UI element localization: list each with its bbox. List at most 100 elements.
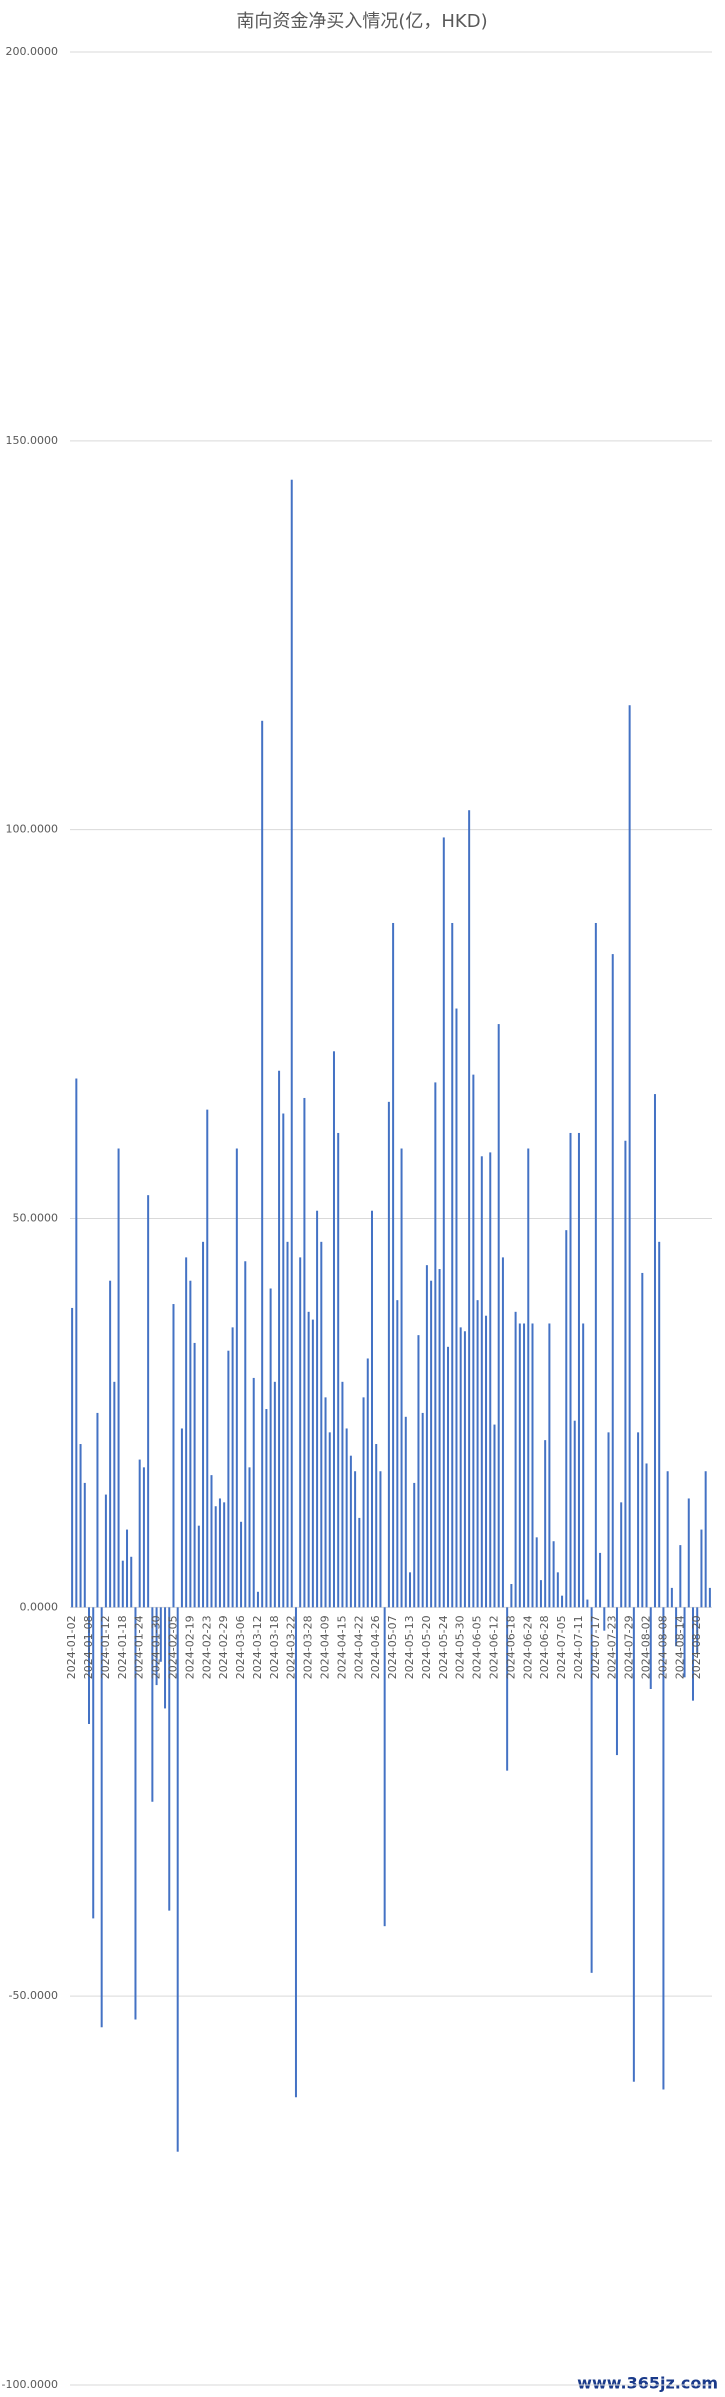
x-tick-label: 2024-01-30 xyxy=(150,1615,163,1679)
bar xyxy=(273,1381,276,1608)
bar xyxy=(573,1420,576,1608)
x-tick-label: 2024-05-24 xyxy=(437,1615,450,1679)
bar xyxy=(518,1323,521,1608)
x-tick-label: 2024-03-06 xyxy=(234,1615,247,1679)
bar xyxy=(666,1471,669,1608)
bar xyxy=(413,1482,416,1608)
bar xyxy=(624,1140,627,1608)
bar xyxy=(75,1078,78,1608)
x-tick-label: 2024-03-12 xyxy=(251,1615,264,1679)
bar xyxy=(151,1607,154,1802)
bar xyxy=(658,1241,661,1608)
bar xyxy=(248,1467,251,1608)
bar xyxy=(290,479,293,1608)
x-tick-label: 2024-04-15 xyxy=(335,1615,348,1679)
bar xyxy=(235,1148,238,1608)
bar xyxy=(442,837,445,1608)
bar xyxy=(227,1350,230,1608)
bar xyxy=(370,1210,373,1608)
bar xyxy=(265,1409,268,1608)
bar xyxy=(396,1300,399,1608)
x-tick-label: 2024-01-02 xyxy=(65,1615,78,1679)
bar xyxy=(282,1113,285,1608)
bar xyxy=(176,1607,179,2152)
bar xyxy=(88,1607,91,1724)
bar xyxy=(687,1498,690,1608)
bar xyxy=(223,1502,226,1608)
bar xyxy=(400,1148,403,1608)
bar xyxy=(582,1323,585,1608)
bar xyxy=(392,922,395,1608)
y-tick-label: 0.0000 xyxy=(20,1600,59,1613)
bar xyxy=(172,1304,175,1608)
bar xyxy=(493,1424,496,1608)
bar xyxy=(632,1607,635,2082)
x-tick-label: 2024-05-13 xyxy=(403,1615,416,1679)
x-tick-label: 2024-03-18 xyxy=(268,1615,281,1679)
bar xyxy=(202,1241,205,1608)
y-tick-label: -100.0000 xyxy=(2,2378,58,2391)
bar xyxy=(256,1591,259,1608)
x-tick-label: 2024-07-17 xyxy=(589,1615,602,1679)
y-tick-label: 150.0000 xyxy=(6,434,59,447)
x-tick-label: 2024-01-12 xyxy=(99,1615,112,1679)
bar xyxy=(244,1261,247,1608)
bar xyxy=(311,1319,314,1608)
bar xyxy=(231,1327,234,1608)
bar xyxy=(104,1494,107,1608)
bar xyxy=(92,1607,95,1919)
bar xyxy=(83,1482,86,1608)
bar xyxy=(539,1580,542,1608)
bar xyxy=(544,1440,547,1608)
bar xyxy=(79,1444,82,1608)
bar xyxy=(628,705,631,1608)
bar xyxy=(109,1280,112,1608)
bar xyxy=(218,1498,221,1608)
bar xyxy=(71,1307,74,1608)
bar xyxy=(620,1502,623,1608)
bar xyxy=(180,1428,183,1608)
x-tick-label: 2024-05-20 xyxy=(420,1615,433,1679)
bar xyxy=(552,1541,555,1608)
bar xyxy=(404,1416,407,1608)
bar xyxy=(611,954,614,1608)
bar xyxy=(679,1545,682,1608)
bar xyxy=(240,1521,243,1608)
x-tick-label: 2024-08-08 xyxy=(656,1615,669,1679)
bar xyxy=(438,1269,441,1608)
bar xyxy=(603,1607,606,1631)
bar xyxy=(362,1397,365,1608)
bar xyxy=(675,1607,678,1647)
bar xyxy=(497,1024,500,1608)
bar xyxy=(455,1008,458,1608)
x-tick-label: 2024-02-05 xyxy=(166,1615,179,1679)
bar xyxy=(514,1311,517,1608)
bar xyxy=(294,1607,297,2098)
bar xyxy=(328,1432,331,1608)
bar xyxy=(354,1471,357,1608)
bar xyxy=(164,1607,167,1709)
bar xyxy=(286,1241,289,1608)
bar xyxy=(341,1381,344,1608)
bar xyxy=(586,1599,589,1608)
bar xyxy=(193,1342,196,1608)
bar xyxy=(696,1607,699,1654)
bar xyxy=(527,1148,530,1608)
bar xyxy=(138,1459,141,1608)
y-tick-label: 50.0000 xyxy=(13,1212,59,1225)
y-tick-label: -50.0000 xyxy=(9,1989,58,2002)
x-tick-label: 2024-05-07 xyxy=(386,1615,399,1679)
bar xyxy=(637,1432,640,1608)
bar xyxy=(645,1463,648,1608)
x-tick-label: 2024-07-23 xyxy=(606,1615,619,1679)
x-tick-label: 2024-06-18 xyxy=(504,1615,517,1679)
bar xyxy=(590,1607,593,1973)
bar xyxy=(117,1148,120,1608)
bar xyxy=(662,1607,665,2090)
bar xyxy=(189,1280,192,1608)
bar xyxy=(556,1572,559,1608)
bar xyxy=(96,1412,99,1608)
bar xyxy=(168,1607,171,1911)
x-tick-label: 2024-06-05 xyxy=(471,1615,484,1679)
bar xyxy=(210,1475,213,1608)
